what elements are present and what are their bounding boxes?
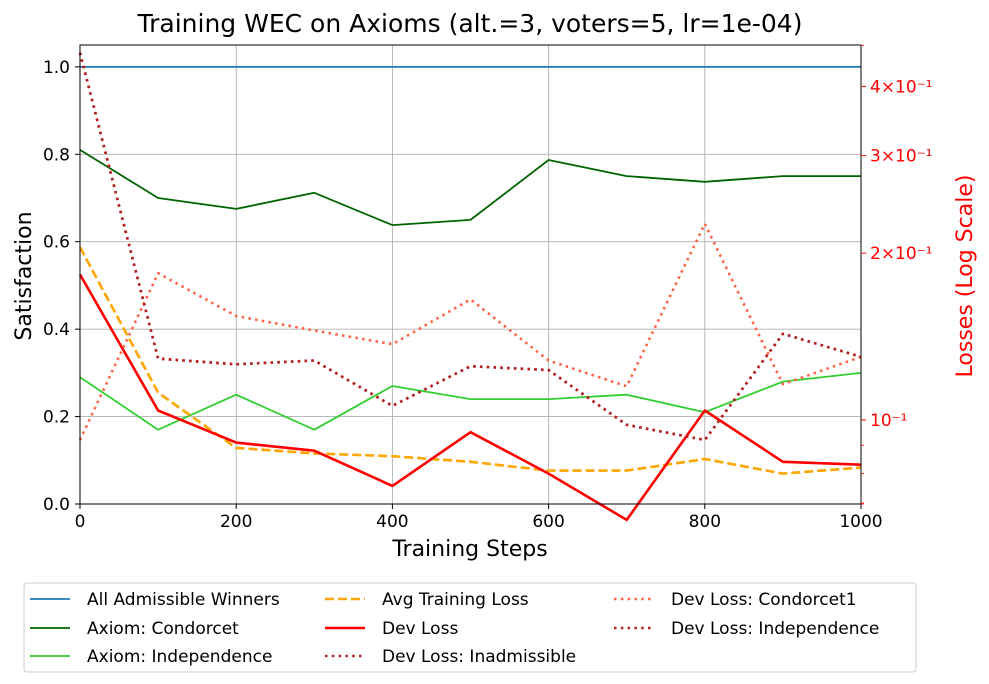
y-tick-label-2: 0.4	[43, 320, 70, 340]
x-axis-ticks: 0 200 400 600 800 1000	[75, 504, 883, 532]
x-axis-title: Training Steps	[391, 537, 547, 562]
plot-frame	[79, 44, 862, 505]
x-tick-label-4: 800	[689, 512, 721, 532]
y2-axis-title: Losses (Log Scale)	[953, 175, 978, 378]
y2-tick-label-2: 3×10⁻¹	[870, 147, 932, 167]
legend-label-4: Dev Loss	[382, 619, 458, 639]
y2-tick-label-1: 2×10⁻¹	[870, 244, 932, 264]
legend-label-6: Dev Loss: Condorcet1	[671, 590, 857, 610]
series-line-5	[78, 52, 862, 442]
legend-label-3: Avg Training Loss	[382, 590, 529, 610]
chart-title: Training WEC on Axioms (alt.=3, voters=5…	[137, 9, 803, 38]
series-line-4	[78, 273, 862, 522]
y2-axis-ticks: 10⁻¹ 2×10⁻¹ 3×10⁻¹ 4×10⁻¹	[861, 45, 932, 505]
series-line-2	[79, 372, 862, 431]
legend-label-5: Dev Loss: Inadmissible	[382, 647, 576, 667]
legend-label-1: Axiom: Condorcet	[87, 619, 239, 639]
series-line-1	[79, 149, 861, 227]
y-tick-label-4: 0.8	[43, 145, 70, 165]
series-lines	[78, 52, 862, 522]
legend-label-0: All Admissible Winners	[87, 590, 280, 610]
y-tick-label-5: 1.0	[43, 58, 70, 78]
x-tick-label-5: 1000	[839, 512, 882, 532]
legend-frame	[23, 582, 917, 673]
y-axis-ticks: 0.0 0.2 0.4 0.6 0.8 1.0	[43, 58, 80, 515]
x-tick-label-1: 200	[220, 512, 252, 532]
legend: All Admissible Winners Axiom: Condorcet Ax…	[23, 582, 917, 673]
y-tick-label-1: 0.2	[43, 408, 70, 428]
legend-label-2: Axiom: Independence	[87, 647, 272, 667]
legend-label-7: Dev Loss: Independence	[671, 619, 879, 639]
series-line-3	[78, 246, 862, 475]
y2-tick-label-0: 10⁻¹	[870, 411, 907, 431]
y2-tick-label-3: 4×10⁻¹	[870, 77, 932, 97]
y-axis-title: Satisfaction	[12, 211, 37, 340]
series-line-6	[78, 222, 862, 441]
x-tick-label-2: 400	[376, 512, 408, 532]
series-line-7	[78, 52, 862, 442]
y-tick-label-0: 0.0	[43, 495, 70, 515]
x-tick-label-3: 600	[532, 512, 564, 532]
x-tick-label-0: 0	[75, 512, 86, 532]
y-tick-label-3: 0.6	[43, 233, 70, 253]
